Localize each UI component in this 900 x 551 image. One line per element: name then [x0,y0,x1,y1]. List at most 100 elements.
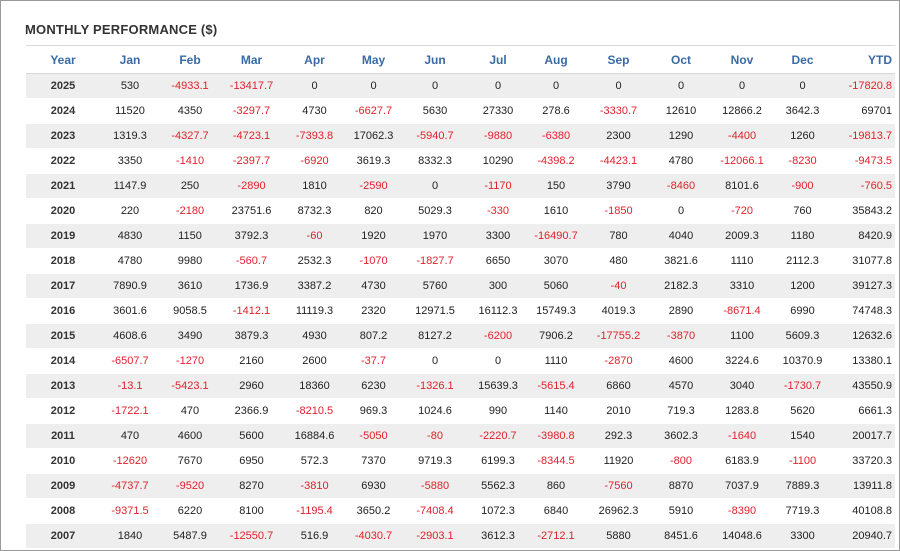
year-cell: 2025 [26,73,100,99]
cell-feb: -5423.1 [160,373,220,399]
year-cell: 2018 [26,248,100,274]
cell-apr: 4730 [283,98,346,124]
cell-feb: 4600 [160,423,220,449]
cell-oct: 8451.6 [652,523,710,549]
year-cell: 2021 [26,173,100,199]
cell-oct: 12610 [652,98,710,124]
cell-nov: 12866.2 [710,98,774,124]
cell-ytd: -17820.8 [831,73,895,99]
cell-jul: 6650 [469,248,527,274]
table-row: 2018 4780 9980 -560.7 2532.3 -1070 -1827.7 6650… [26,248,895,274]
cell-apr: -60 [283,223,346,249]
cell-oct: 4780 [652,148,710,174]
cell-apr: 2532.3 [283,248,346,274]
cell-jul: 990 [469,398,527,424]
cell-aug: -8344.5 [527,448,585,474]
cell-oct: 4040 [652,223,710,249]
cell-dec: -8230 [774,148,831,174]
cell-jan: 11520 [100,98,160,124]
cell-oct: 719.3 [652,398,710,424]
table-row: 2019 4830 1150 3792.3 -60 1920 1970 3300 -16490.… [26,223,895,249]
cell-feb: 9980 [160,248,220,274]
cell-ytd: 8420.9 [831,223,895,249]
column-header-ytd: YTD [831,45,895,74]
cell-dec: -900 [774,173,831,199]
cell-aug: 278.6 [527,98,585,124]
cell-apr: 1810 [283,173,346,199]
table-row: 2014 -6507.7 -1270 2160 2600 -37.7 0 0 1110 -2870… [26,348,895,374]
cell-nov: 3224.6 [710,348,774,374]
cell-aug: 0 [527,73,585,99]
cell-ytd: 40108.8 [831,498,895,524]
cell-jul: -330 [469,198,527,224]
cell-apr: 2600 [283,348,346,374]
cell-nov: -8671.4 [710,298,774,324]
cell-sep: 11920 [585,448,652,474]
cell-may: -2590 [346,173,401,199]
cell-jul: 27330 [469,98,527,124]
cell-dec: 7889.3 [774,473,831,499]
cell-apr: 11119.3 [283,298,346,324]
cell-apr: 3387.2 [283,273,346,299]
table-row: 2008 -9371.5 6220 8100 -1195.4 3650.2 -7408.4 1… [26,498,895,524]
cell-nov: 14048.6 [710,523,774,549]
table-row: 2021 1147.9 250 -2890 1810 -2590 0 -1170 150 3790… [26,173,895,199]
cell-oct: -8460 [652,173,710,199]
cell-jul: 300 [469,273,527,299]
cell-sep: 480 [585,248,652,274]
cell-nov: 1110 [710,248,774,274]
column-header-oct: Oct [652,45,710,74]
cell-may: -37.7 [346,348,401,374]
cell-ytd: 20017.7 [831,423,895,449]
year-cell: 2013 [26,373,100,399]
cell-apr: 516.9 [283,523,346,549]
cell-feb: -1270 [160,348,220,374]
cell-oct: 3602.3 [652,423,710,449]
cell-nov: -4400 [710,123,774,149]
cell-sep: 6860 [585,373,652,399]
cell-may: -1070 [346,248,401,274]
cell-ytd: 13911.8 [831,473,895,499]
cell-jul: 15639.3 [469,373,527,399]
cell-dec: 760 [774,198,831,224]
cell-mar: -560.7 [220,248,283,274]
cell-aug: 1610 [527,198,585,224]
cell-aug: 6840 [527,498,585,524]
cell-ytd: 31077.8 [831,248,895,274]
cell-sep: -7560 [585,473,652,499]
cell-aug: -16490.7 [527,223,585,249]
cell-mar: -3297.7 [220,98,283,124]
cell-nov: 3040 [710,373,774,399]
cell-mar: 5600 [220,423,283,449]
cell-dec: 1540 [774,423,831,449]
cell-may: 0 [346,73,401,99]
cell-feb: 470 [160,398,220,424]
cell-may: 7370 [346,448,401,474]
cell-mar: -4723.1 [220,123,283,149]
cell-jul: -9880 [469,123,527,149]
cell-feb: -2180 [160,198,220,224]
panel-title: MONTHLY PERFORMANCE ($) [25,22,218,37]
cell-dec: 7719.3 [774,498,831,524]
cell-aug: 7906.2 [527,323,585,349]
cell-feb: 3490 [160,323,220,349]
cell-sep: -1850 [585,198,652,224]
cell-dec: 3642.3 [774,98,831,124]
cell-aug: 5060 [527,273,585,299]
cell-jun: 5029.3 [401,198,469,224]
cell-ytd: 13380.1 [831,348,895,374]
cell-sep: 26962.3 [585,498,652,524]
cell-jan: 3601.6 [100,298,160,324]
cell-mar: 2960 [220,373,283,399]
table-row: 2007 1840 5487.9 -12550.7 516.9 -4030.7 -2903.… [26,523,895,549]
cell-nov: 8101.6 [710,173,774,199]
cell-mar: 1736.9 [220,273,283,299]
cell-feb: -9520 [160,473,220,499]
cell-jan: -1722.1 [100,398,160,424]
cell-feb: 4350 [160,98,220,124]
cell-mar: -1412.1 [220,298,283,324]
cell-may: 969.3 [346,398,401,424]
cell-nov: -8390 [710,498,774,524]
cell-mar: -2397.7 [220,148,283,174]
cell-oct: 0 [652,198,710,224]
